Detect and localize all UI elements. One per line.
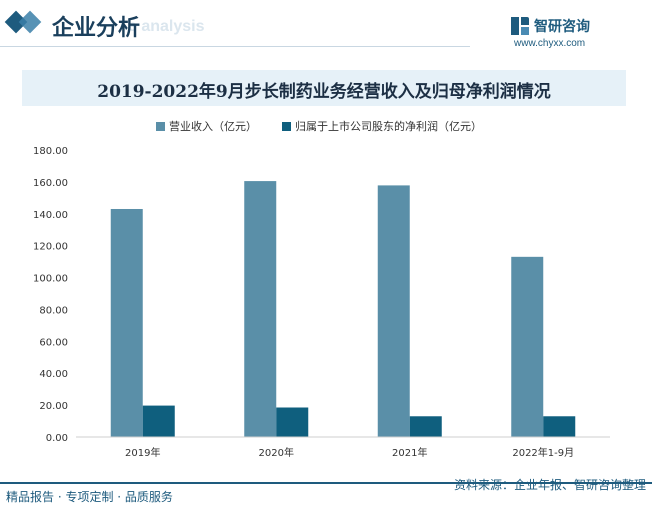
- chart-title: 2019-2022年9月步长制药业务经营收入及归母净利润情况: [97, 82, 551, 102]
- source-note: 资料来源：企业年报、智研咨询整理: [453, 478, 646, 492]
- y-tick-label: 100.00: [33, 274, 68, 285]
- bar-net-profit: [276, 407, 309, 437]
- y-tick-label: 80.00: [39, 305, 68, 316]
- y-tick-label: 60.00: [39, 337, 68, 348]
- legend-swatch-net-profit: [282, 122, 291, 131]
- x-tick-label: 2022年1-9月: [512, 446, 574, 459]
- y-axis: 0.00 20.00 40.00 60.00 80.00 100.00 120.00 140.…: [33, 146, 68, 444]
- header-divider: [0, 46, 470, 47]
- x-tick-label: 2020年: [259, 446, 294, 459]
- bar-net-profit: [543, 416, 576, 437]
- bar-revenue: [377, 185, 410, 437]
- brand-logo-icon: [511, 17, 529, 35]
- legend-item-net-profit: 归属于上市公司股东的净利润（亿元）: [282, 118, 482, 134]
- footer-divider: [0, 482, 652, 484]
- y-tick-label: 180.00: [33, 146, 68, 157]
- y-tick-label: 0.00: [46, 433, 68, 444]
- bar-net-profit: [409, 416, 442, 437]
- y-tick-label: 160.00: [33, 178, 68, 189]
- bar-revenue: [244, 181, 277, 437]
- legend-swatch-revenue: [156, 122, 165, 131]
- chart-legend: 营业收入（亿元） 归属于上市公司股东的净利润（亿元）: [0, 118, 652, 134]
- page-header: e analysis 企业分析 智研咨询 www.chyxx.com: [0, 0, 652, 56]
- legend-label-net-profit: 归属于上市公司股东的净利润（亿元）: [295, 120, 482, 133]
- bar-net-profit: [142, 405, 175, 437]
- section-title: 企业分析: [52, 16, 141, 41]
- y-tick-label: 40.00: [39, 369, 68, 380]
- x-axis: 2019年 2020年 2021年 2022年1-9月: [76, 436, 610, 459]
- bar-revenue: [511, 256, 544, 437]
- y-tick-label: 140.00: [33, 210, 68, 221]
- brand-name: 智研咨询: [534, 19, 590, 35]
- footer-slogan: 精品报告 · 专项定制 · 品质服务: [6, 490, 173, 504]
- x-tick-label: 2019年: [125, 446, 160, 459]
- header-watermark: e analysis: [128, 18, 205, 35]
- y-tick-label: 120.00: [33, 242, 68, 253]
- legend-item-revenue: 营业收入（亿元）: [156, 118, 257, 134]
- chart-title-bar: 2019-2022年9月步长制药业务经营收入及归母净利润情况: [22, 70, 626, 106]
- brand-url[interactable]: www.chyxx.com: [514, 38, 586, 49]
- legend-label-revenue: 营业收入（亿元）: [169, 120, 257, 133]
- brand-block: 智研咨询 www.chyxx.com: [504, 14, 634, 54]
- bar-revenue: [110, 208, 143, 437]
- bars-group: [110, 181, 576, 437]
- x-tick-label: 2021年: [392, 446, 427, 459]
- y-tick-label: 20.00: [39, 401, 68, 412]
